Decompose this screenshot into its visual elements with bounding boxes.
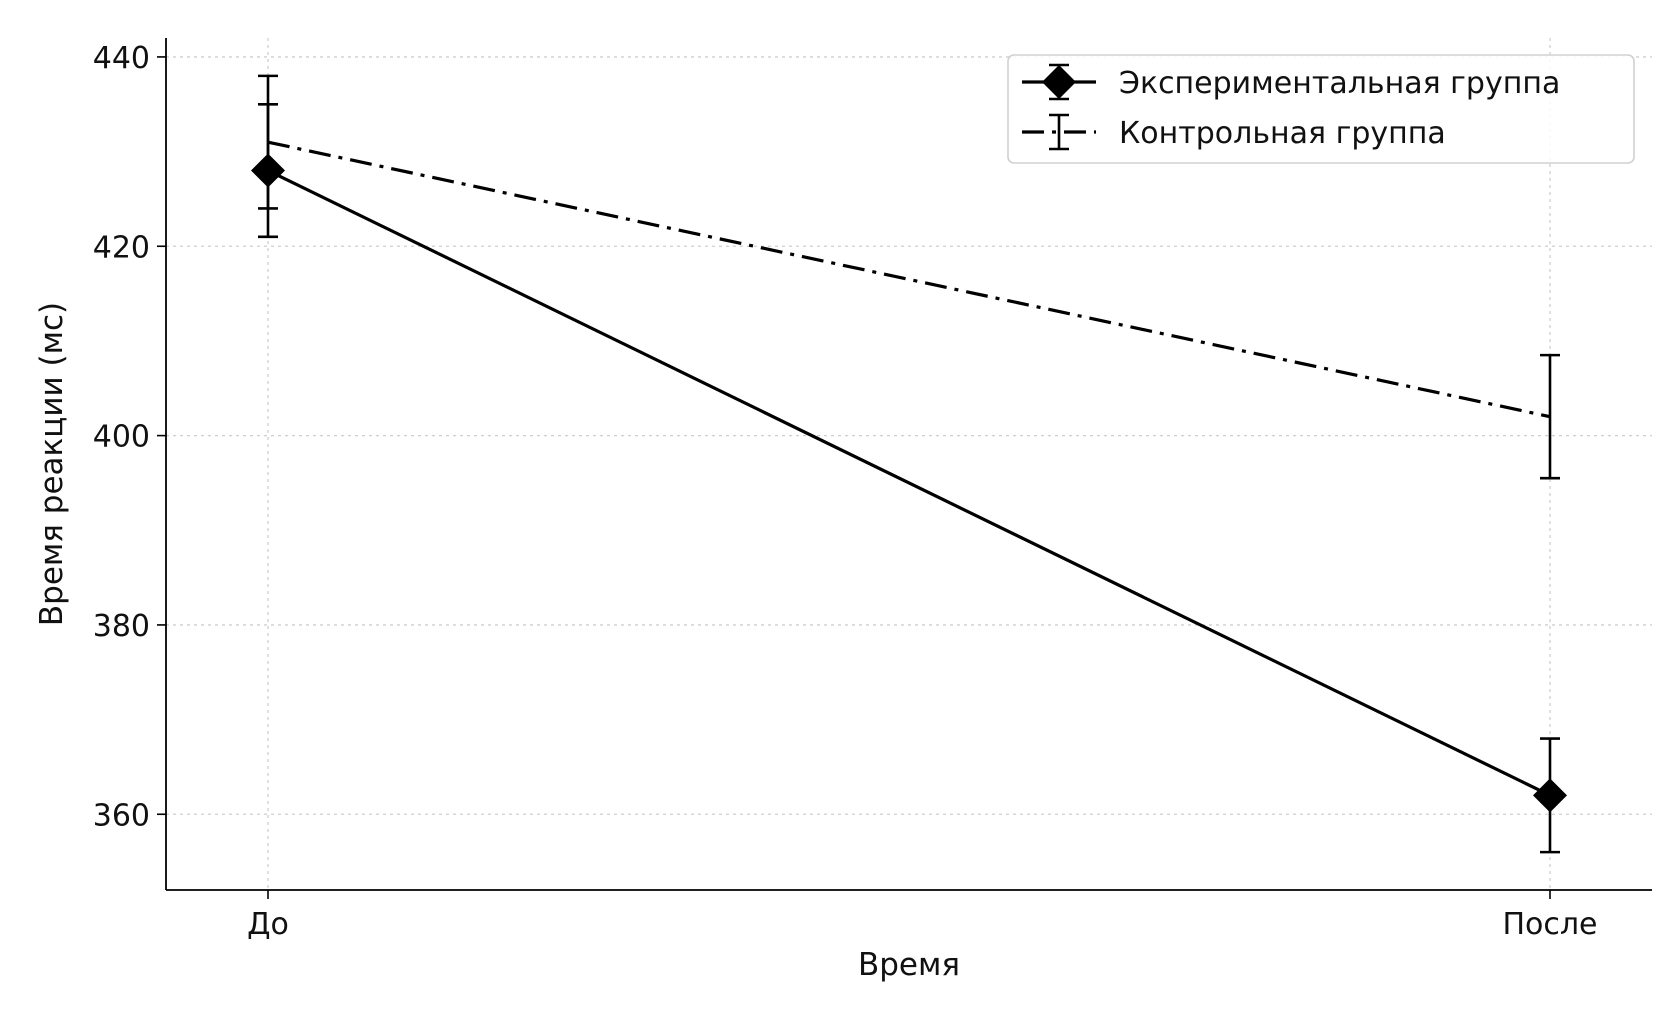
legend-label: Контрольная группа	[1119, 116, 1446, 151]
x-tick-label: После	[1502, 907, 1597, 942]
x-tick-label: До	[247, 907, 289, 942]
legend: Экспериментальная группа Контрольная груп…	[1007, 54, 1635, 164]
series-2	[258, 74, 1560, 480]
series-line	[267, 140, 1551, 419]
y-tick-label: 380	[93, 609, 150, 644]
legend-item-2: Контрольная группа	[1022, 113, 1446, 151]
legend-label: Экспериментальная группа	[1119, 66, 1560, 101]
series-line	[267, 169, 1551, 797]
series-layer	[251, 74, 1567, 854]
y-tick-label: 420	[93, 230, 150, 265]
y-axis-title: Время реакции (мс)	[34, 302, 70, 626]
x-axis-title: Время	[858, 947, 960, 983]
legend-marker-sample	[1042, 65, 1076, 99]
y-tick-label: 360	[93, 798, 150, 833]
data-point-marker	[1533, 778, 1567, 813]
y-tick-label: 400	[93, 420, 150, 455]
gridlines	[166, 38, 1652, 890]
series-1	[251, 102, 1567, 854]
axes	[157, 38, 1652, 899]
tick-labels: 360 380 400 420 440 До После	[93, 41, 1598, 942]
legend-frame	[1007, 54, 1635, 164]
y-tick-label: 440	[93, 41, 150, 76]
legend-item-1: Экспериментальная группа	[1022, 63, 1560, 101]
